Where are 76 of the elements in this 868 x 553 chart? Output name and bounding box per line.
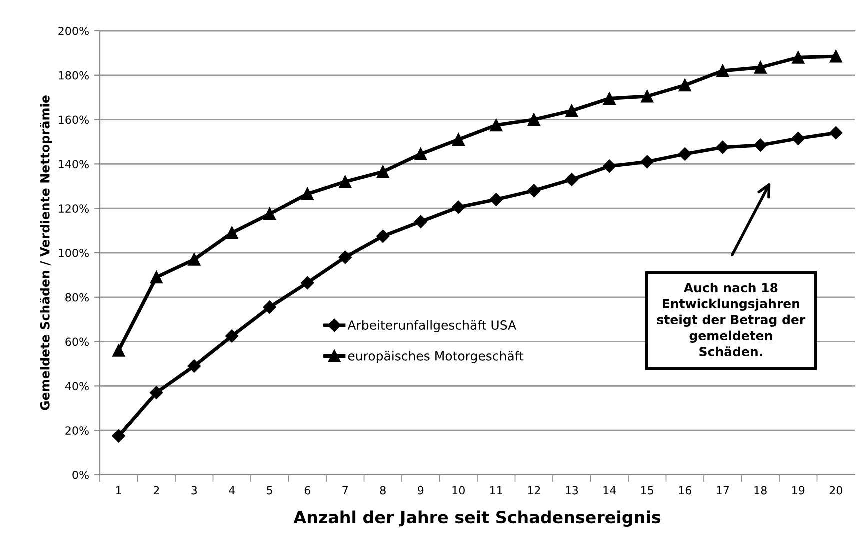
- y-tick-label: 120%: [59, 204, 89, 213]
- x-tick-label: 8: [380, 486, 386, 495]
- x-tick-label: 10: [452, 486, 465, 495]
- point: [264, 208, 276, 220]
- point: [754, 61, 767, 74]
- legend-label: Arbeiterunfallgeschäft USA: [348, 320, 516, 332]
- x-tick-label: 9: [418, 486, 424, 495]
- x-tick-label: 4: [229, 486, 236, 495]
- x-tick-label: 16: [679, 486, 692, 495]
- point: [528, 114, 540, 126]
- point: [716, 140, 730, 154]
- point: [112, 430, 126, 443]
- point: [528, 184, 541, 198]
- point: [830, 50, 842, 63]
- point: [376, 230, 390, 243]
- point: [188, 253, 201, 266]
- point: [414, 148, 428, 160]
- point: [792, 51, 805, 64]
- point: [565, 173, 578, 186]
- point: [226, 226, 238, 240]
- point: [566, 104, 578, 118]
- x-tick-label: 14: [604, 486, 616, 495]
- point: [490, 193, 503, 206]
- y-tick-label: 200%: [58, 26, 89, 36]
- point: [678, 79, 692, 92]
- y-tick-label: 80%: [66, 293, 89, 302]
- x-tick-label: 17: [717, 486, 729, 495]
- point: [792, 132, 805, 146]
- x-tick-label: 18: [754, 486, 767, 495]
- point: [376, 166, 390, 178]
- x-tick-label: 2: [154, 486, 160, 495]
- point: [830, 126, 843, 140]
- legend-label: europäisches Motorgeschäft: [348, 351, 524, 364]
- x-tick-label: 7: [342, 486, 348, 495]
- x-tick-label: 20: [830, 486, 842, 495]
- point: [603, 92, 616, 105]
- point: [678, 148, 692, 161]
- y-tick-label: 140%: [59, 160, 89, 169]
- y-tick-label: 160%: [59, 116, 89, 124]
- point: [490, 119, 503, 132]
- y-tick-label: 100%: [59, 248, 89, 258]
- y-tick-label: 40%: [65, 382, 89, 391]
- y-axis-title: Gemeldete Schäden / Verdiente Nettoprämie: [40, 96, 52, 410]
- x-tick-label: 11: [490, 486, 502, 495]
- point: [301, 276, 314, 290]
- x-axis-title: Anzahl der Jahre seit Schadensereignis: [294, 510, 661, 528]
- point: [640, 155, 654, 169]
- point: [339, 176, 352, 188]
- y-tick-label: 0%: [72, 470, 89, 480]
- point: [716, 64, 730, 78]
- point: [452, 200, 466, 214]
- x-tick-label: 1: [116, 486, 122, 495]
- point: [641, 90, 654, 103]
- annotation: Auch nach 18 Entwicklungsjahren steigt der Betrag der gemeldeten Schäden.: [657, 282, 806, 356]
- y-tick-label: 180%: [59, 71, 89, 80]
- point: [263, 300, 276, 314]
- point: [188, 360, 201, 373]
- x-tick-label: 19: [792, 486, 805, 495]
- x-tick-label: 6: [304, 486, 310, 495]
- x-tick-label: 15: [642, 486, 654, 495]
- point: [603, 160, 616, 174]
- point: [150, 271, 163, 284]
- point: [301, 188, 314, 200]
- point: [112, 344, 126, 357]
- x-tick-label: 13: [566, 486, 578, 495]
- x-tick-label: 5: [267, 486, 272, 495]
- point: [754, 138, 768, 152]
- point: [414, 215, 428, 229]
- x-tick-label: 3: [192, 486, 198, 495]
- point: [226, 330, 239, 343]
- point: [452, 134, 465, 146]
- y-tick-label: 20%: [66, 426, 89, 435]
- point: [338, 250, 352, 264]
- x-tick-label: 12: [528, 486, 540, 495]
- point: [150, 386, 164, 400]
- y-tick-label: 60%: [66, 338, 89, 346]
